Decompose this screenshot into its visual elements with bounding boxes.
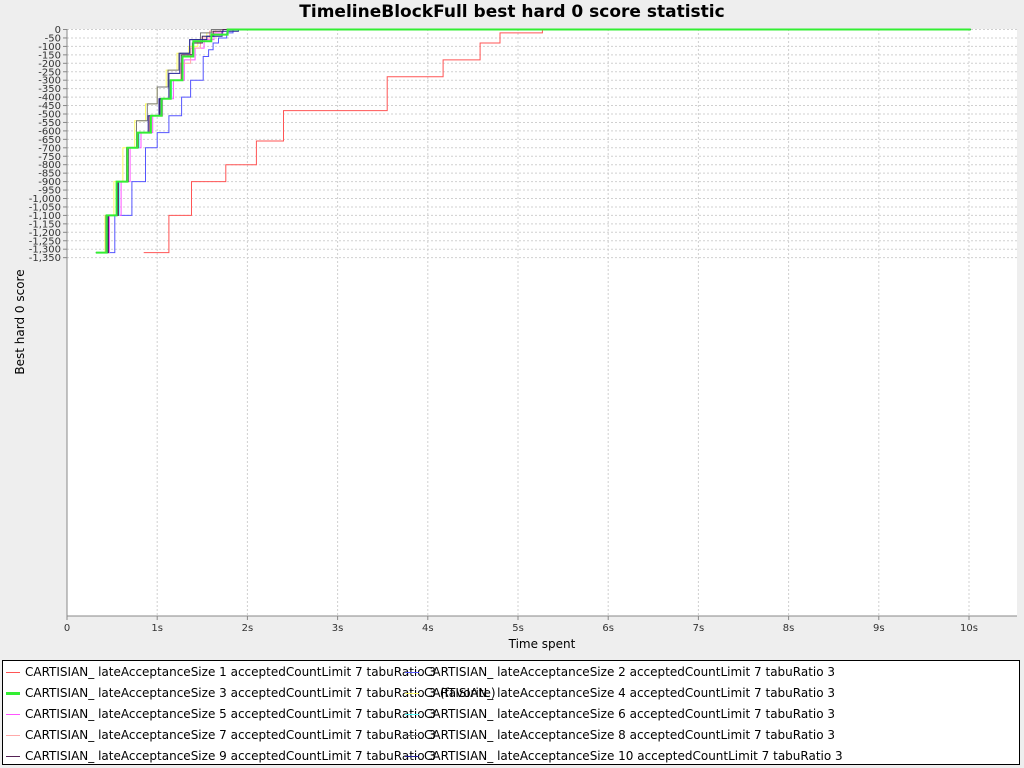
- series-line-3: [95, 28, 971, 254]
- y-tick-label: -50: [45, 33, 61, 44]
- legend-label: CARTISIAN_ lateAcceptanceSize 8 accepted…: [424, 728, 836, 742]
- y-tick-label: -1,200: [29, 228, 61, 239]
- legend-swatch: [405, 755, 419, 757]
- legend-label: CARTISIAN_ lateAcceptanceSize 2 accepted…: [424, 665, 836, 679]
- legend-swatch: [6, 734, 20, 736]
- y-tick-label: -850: [38, 169, 61, 180]
- x-tick-label: 5s: [512, 623, 524, 634]
- y-tick-label: -800: [38, 160, 61, 171]
- legend-label: CARTISIAN_ lateAcceptanceSize 9 accepted…: [25, 749, 437, 763]
- y-tick-label: -650: [38, 135, 61, 146]
- y-tick-label: -1,300: [29, 245, 61, 256]
- y-tick-label: -400: [38, 93, 61, 104]
- legend-swatch: [405, 692, 419, 694]
- x-tick-label: 6s: [602, 623, 614, 634]
- y-tick-label: -200: [38, 59, 61, 70]
- legend-item: CARTISIAN_ lateAcceptanceSize 7 accepted…: [6, 725, 436, 745]
- y-tick-label: -300: [38, 76, 61, 87]
- legend-label: CARTISIAN_ lateAcceptanceSize 4 accepted…: [424, 686, 836, 700]
- legend-swatch: [6, 755, 20, 757]
- legend-swatch: [405, 713, 419, 715]
- chart-area: 0 1s 2s 3s 4s 5s 6s 7s 8s 9s 10s0-50-100-150-200-2…: [13, 25, 1017, 651]
- legend: CARTISIAN_ lateAcceptanceSize 1 accepted…: [2, 660, 1020, 765]
- x-tick-label: 2s: [242, 623, 254, 634]
- y-tick-label: -900: [38, 177, 61, 188]
- legend-label: CARTISIAN_ lateAcceptanceSize 7 accepted…: [25, 728, 437, 742]
- y-tick-label: -250: [38, 67, 61, 78]
- y-tick-label: -150: [38, 50, 61, 61]
- x-axis-label: Time spent: [508, 637, 576, 651]
- series-lines: [95, 28, 971, 254]
- x-tick-label: 9s: [873, 623, 885, 634]
- legend-item: CARTISIAN_ lateAcceptanceSize 3 accepted…: [6, 683, 496, 703]
- y-tick-label: -1,250: [29, 236, 61, 247]
- legend-label: CARTISIAN_ lateAcceptanceSize 1 accepted…: [25, 665, 437, 679]
- y-tick-label: -700: [38, 143, 61, 154]
- legend-swatch: [6, 691, 20, 695]
- plot-background: [67, 29, 1017, 616]
- series-line-1: [143, 29, 971, 254]
- legend-swatch: [405, 734, 419, 736]
- legend-swatch: [6, 671, 20, 673]
- x-tick-label: 10s: [960, 623, 978, 634]
- legend-swatch: [405, 671, 419, 673]
- legend-item: CARTISIAN_ lateAcceptanceSize 6 accepted…: [405, 704, 835, 724]
- y-tick-label: -1,000: [29, 194, 61, 205]
- axes: 0 1s 2s 3s 4s 5s 6s 7s 8s 9s 10s0-50-100-150-200-2…: [29, 25, 1017, 634]
- y-tick-label: -750: [38, 152, 61, 163]
- y-tick-label: -1,350: [29, 253, 61, 264]
- legend-label: CARTISIAN_ lateAcceptanceSize 6 accepted…: [424, 707, 836, 721]
- chart-title: TimelineBlockFull best hard 0 score stat…: [299, 2, 725, 22]
- legend-item: CARTISIAN_ lateAcceptanceSize 4 accepted…: [405, 683, 835, 703]
- y-tick-label: -500: [38, 110, 61, 121]
- y-tick-label: 0: [55, 25, 61, 36]
- legend-label: CARTISIAN_ lateAcceptanceSize 3 accepted…: [25, 686, 496, 700]
- legend-label: CARTISIAN_ lateAcceptanceSize 5 accepted…: [25, 707, 437, 721]
- x-tick-label: 1s: [151, 623, 163, 634]
- x-tick-label: 3s: [332, 623, 344, 634]
- y-tick-label: -550: [38, 118, 61, 129]
- legend-item: CARTISIAN_ lateAcceptanceSize 8 accepted…: [405, 725, 835, 745]
- x-tick-label: 0: [64, 623, 70, 634]
- legend-label: CARTISIAN_ lateAcceptanceSize 10 accepte…: [424, 749, 843, 763]
- legend-item: CARTISIAN_ lateAcceptanceSize 9 accepted…: [6, 746, 436, 766]
- x-tick-label: 4s: [422, 623, 434, 634]
- y-tick-label: -100: [38, 42, 61, 53]
- legend-swatch: [6, 713, 20, 715]
- y-tick-label: -350: [38, 84, 61, 95]
- legend-item: CARTISIAN_ lateAcceptanceSize 5 accepted…: [6, 704, 436, 724]
- y-tick-label: -600: [38, 126, 61, 137]
- y-tick-label: -1,050: [29, 202, 61, 213]
- y-tick-label: -450: [38, 101, 61, 112]
- y-tick-label: -1,150: [29, 219, 61, 230]
- x-tick-label: 7s: [693, 623, 705, 634]
- y-axis-label: Best hard 0 score: [13, 269, 27, 374]
- series-line-2: [98, 29, 971, 254]
- x-tick-label: 8s: [783, 623, 795, 634]
- y-tick-label: -1,100: [29, 211, 61, 222]
- legend-item: CARTISIAN_ lateAcceptanceSize 2 accepted…: [405, 662, 835, 682]
- legend-item: CARTISIAN_ lateAcceptanceSize 10 accepte…: [405, 746, 843, 766]
- y-tick-label: -950: [38, 186, 61, 197]
- legend-item: CARTISIAN_ lateAcceptanceSize 1 accepted…: [6, 662, 436, 682]
